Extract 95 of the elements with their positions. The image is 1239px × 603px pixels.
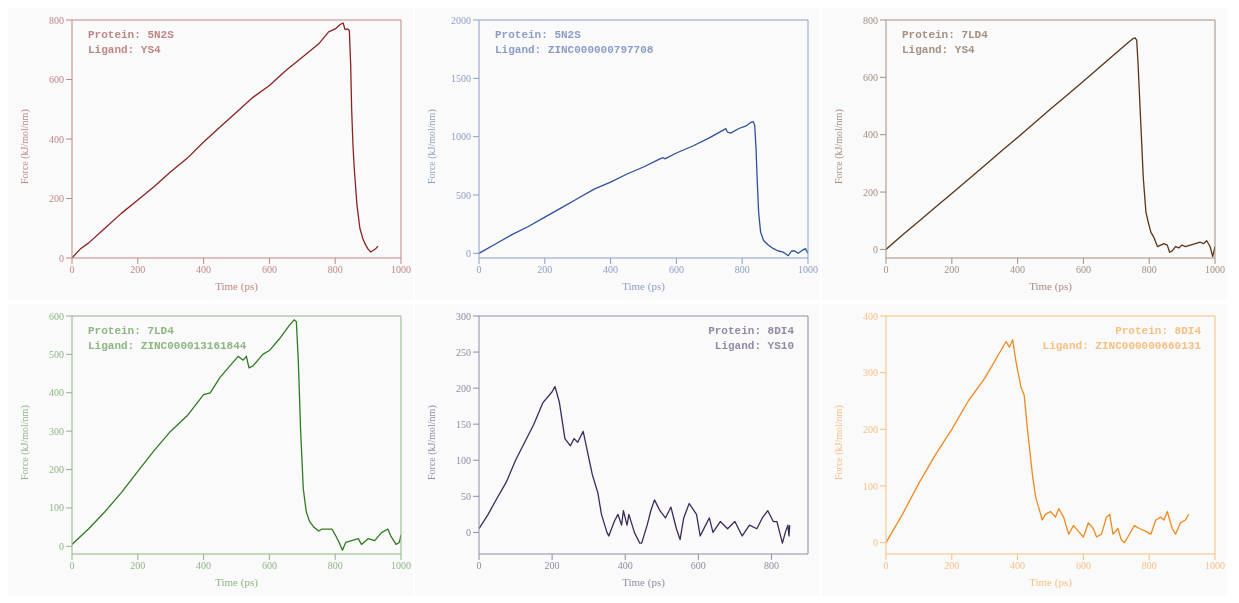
x-tick-label: 600 — [668, 264, 684, 276]
x-tick-label: 0 — [69, 264, 75, 276]
x-tick-label: 600 — [261, 560, 277, 572]
line-series — [479, 386, 791, 544]
annotation: Ligand: YS4 — [88, 43, 162, 58]
x-tick-label: 1000 — [1205, 560, 1225, 572]
y-tick-label: 600 — [49, 74, 64, 86]
x-tick-label: 0 — [476, 264, 482, 276]
x-tick-label: 200 — [944, 264, 960, 276]
y-tick-label: 200 — [456, 382, 471, 394]
y-tick-label: 0 — [59, 252, 64, 264]
x-tick-label: 800 — [1141, 264, 1157, 276]
y-tick-label: 300 — [456, 310, 471, 322]
y-tick-label: 200 — [49, 464, 64, 476]
x-tick-label: 200 — [944, 560, 960, 572]
y-tick-label: 400 — [863, 129, 878, 141]
annotation: Protein: 7LD4 — [902, 28, 988, 43]
y-tick-label: 0 — [59, 540, 64, 552]
y-tick-label: 50 — [461, 490, 471, 502]
x-tick-label: 1000 — [1205, 264, 1225, 276]
line-series — [72, 319, 401, 551]
x-axis-title: Time (ps) — [1029, 280, 1073, 293]
annotation: Ligand: ZINC000013161844 — [88, 339, 247, 354]
y-tick-label: 0 — [466, 526, 471, 538]
x-tick-label: 1000 — [798, 264, 818, 276]
x-tick-label: 800 — [327, 560, 343, 572]
annotation: Protein: 5N2S — [88, 28, 174, 43]
y-tick-label: 100 — [863, 480, 878, 492]
y-tick-label: 200 — [863, 423, 878, 435]
annotation: Protein: 7LD4 — [88, 324, 175, 339]
x-tick-label: 600 — [1075, 560, 1091, 572]
annotation: Ligand: YS4 — [902, 43, 976, 58]
x-tick-label: 800 — [1141, 560, 1157, 572]
y-tick-label: 800 — [863, 14, 878, 26]
y-tick-label: 150 — [456, 418, 471, 430]
y-tick-label: 600 — [863, 71, 878, 83]
x-tick-label: 400 — [617, 560, 633, 572]
y-axis-title: Force (kJ/mol/nm) — [832, 109, 845, 184]
x-tick-label: 800 — [734, 264, 750, 276]
x-axis-title: Time (ps) — [622, 280, 666, 293]
annotation: Ligand: ZINC000000797708 — [495, 43, 654, 58]
y-axis-title: Force (kJ/mol/nm) — [18, 109, 31, 184]
y-tick-label: 600 — [49, 310, 64, 322]
y-tick-label: 500 — [49, 348, 64, 360]
x-axis-title: Time (ps) — [1029, 576, 1073, 589]
y-tick-label: 400 — [49, 133, 64, 145]
y-axis-title: Force (kJ/mol/nm) — [425, 405, 438, 480]
x-tick-label: 200 — [544, 560, 560, 572]
x-tick-label: 200 — [130, 264, 146, 276]
y-tick-label: 300 — [863, 367, 878, 379]
x-axis-title: Time (ps) — [215, 576, 259, 589]
x-tick-label: 0 — [883, 560, 889, 572]
y-tick-label: 200 — [49, 193, 64, 205]
x-tick-label: 0 — [69, 560, 75, 572]
y-tick-label: 250 — [456, 346, 471, 358]
x-tick-label: 200 — [537, 264, 553, 276]
x-axis-title: Time (ps) — [215, 280, 259, 293]
x-tick-label: 400 — [1010, 560, 1026, 572]
x-tick-label: 400 — [1010, 264, 1026, 276]
y-tick-label: 400 — [49, 387, 64, 399]
x-tick-label: 800 — [763, 560, 779, 572]
x-tick-label: 400 — [603, 264, 619, 276]
x-tick-label: 1000 — [391, 264, 411, 276]
x-tick-label: 200 — [130, 560, 146, 572]
x-tick-label: 600 — [1075, 264, 1091, 276]
y-tick-label: 0 — [873, 537, 878, 549]
x-tick-label: 1000 — [391, 560, 411, 572]
y-tick-label: 100 — [49, 502, 64, 514]
y-tick-label: 800 — [49, 14, 64, 26]
y-axis-title: Force (kJ/mol/nm) — [832, 405, 845, 480]
y-axis-title: Force (kJ/mol/nm) — [18, 405, 31, 480]
annotation: Ligand: YS10 — [713, 339, 794, 354]
y-tick-label: 1500 — [451, 72, 471, 84]
annotation: Protein: 8DI4 — [708, 324, 794, 339]
y-tick-label: 400 — [863, 310, 878, 322]
y-tick-label: 300 — [49, 425, 64, 437]
x-tick-label: 800 — [327, 264, 343, 276]
x-tick-label: 600 — [261, 264, 277, 276]
y-tick-label: 0 — [466, 247, 471, 259]
x-tick-label: 0 — [883, 264, 889, 276]
y-tick-label: 500 — [456, 189, 471, 201]
x-tick-label: 600 — [690, 560, 706, 572]
x-tick-label: 400 — [196, 560, 212, 572]
annotation: Ligand: ZINC000000660131 — [1042, 339, 1201, 354]
y-tick-label: 100 — [456, 454, 471, 466]
annotation: Protein: 8DI4 — [1114, 324, 1201, 339]
x-axis-title: Time (ps) — [622, 576, 666, 589]
annotation: Protein: 5N2S — [495, 28, 582, 43]
y-tick-label: 1000 — [451, 131, 471, 143]
y-axis-title: Force (kJ/mol/nm) — [425, 109, 438, 184]
y-tick-label: 0 — [873, 243, 878, 255]
x-tick-label: 400 — [196, 264, 212, 276]
y-tick-label: 2000 — [451, 14, 471, 26]
x-tick-label: 0 — [476, 560, 482, 572]
y-tick-label: 200 — [863, 186, 878, 198]
